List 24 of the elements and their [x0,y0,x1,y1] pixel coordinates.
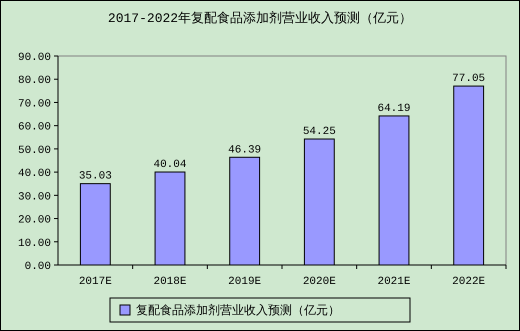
data-label: 40.04 [153,159,187,172]
y-tick-label: 70.00 [18,98,51,110]
y-tick-label: 30.00 [18,191,51,204]
y-tick-label: 10.00 [18,238,51,250]
data-label: 46.39 [228,144,262,156]
chart-title: 2017-2022年复配食品添加剂营业收入预测（亿元） [108,10,412,26]
data-label: 35.03 [78,170,112,183]
data-label: 77.05 [452,73,486,86]
y-tick-label: 40.00 [18,168,51,180]
x-tick-label: 2021E [377,276,411,288]
x-tick-label: 2022E [452,276,486,288]
y-tick-label: 50.00 [18,144,51,157]
legend-label: 复配食品添加剂营业收入预测（亿元） [136,303,340,318]
y-tick-label: 90.00 [18,52,51,64]
x-tick-label: 2020E [302,276,336,288]
x-tick-label: 2019E [228,276,262,288]
data-label: 54.25 [302,126,336,138]
y-tick-label: 0.00 [24,261,51,273]
y-tick-label: 80.00 [18,75,51,88]
y-tick-label: 60.00 [18,122,51,134]
y-tick-label: 20.00 [18,214,51,227]
data-label: 64.19 [377,102,411,115]
x-tick-label: 2018E [153,276,187,288]
x-tick-label: 2017E [78,276,112,288]
